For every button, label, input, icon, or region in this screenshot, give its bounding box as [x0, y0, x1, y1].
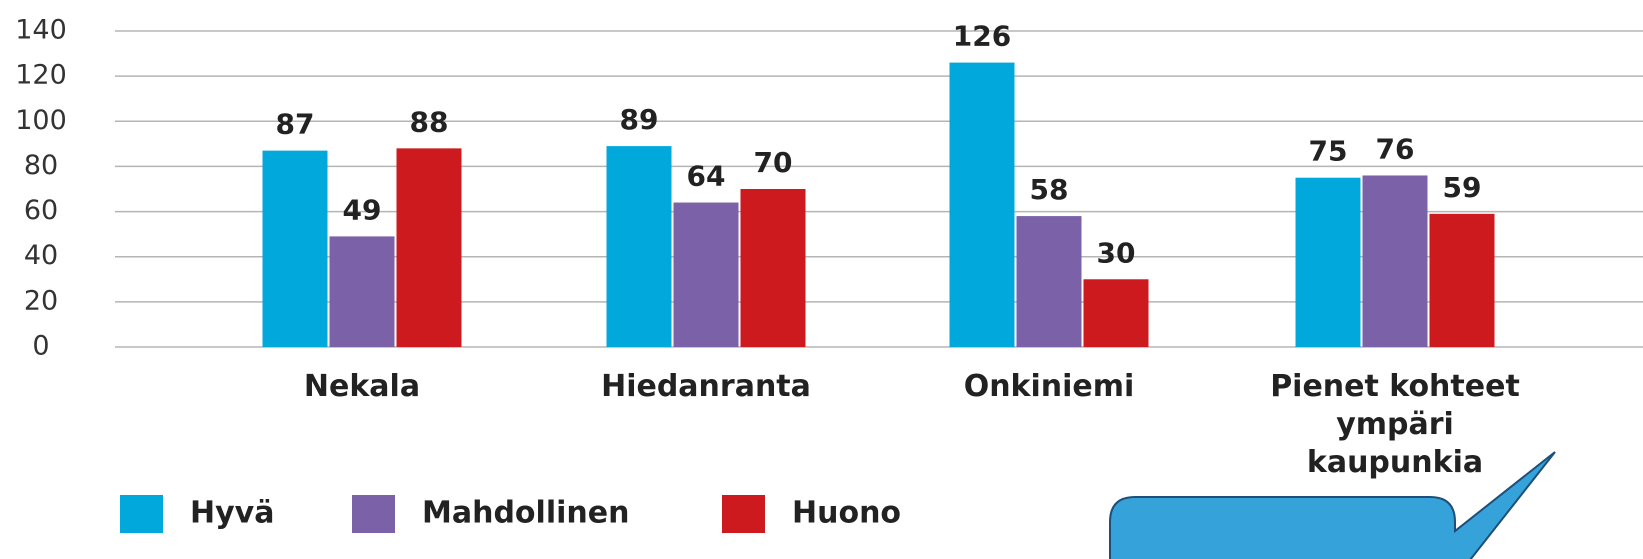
- value-label: 88: [410, 105, 449, 138]
- bar: [1016, 216, 1082, 347]
- y-tick-label: 140: [15, 15, 67, 46]
- y-tick-label: 20: [24, 285, 58, 316]
- y-tick-label: 80: [24, 150, 58, 181]
- y-tick-label: 100: [15, 105, 67, 136]
- legend-label: Huono: [792, 496, 901, 531]
- value-label: 87: [276, 108, 315, 141]
- bar: [1429, 213, 1495, 347]
- y-tick-label: 40: [24, 240, 58, 271]
- value-label: 89: [620, 103, 659, 136]
- value-label: 58: [1030, 173, 1069, 206]
- legend-label: Hyvä: [190, 496, 274, 531]
- x-tick-label: Nekala: [303, 369, 421, 404]
- callout: [1109, 451, 1556, 559]
- bar: [1295, 177, 1361, 347]
- legend-swatch: [120, 495, 163, 533]
- bar: [1362, 175, 1428, 347]
- value-label: 126: [953, 20, 1011, 53]
- y-tick-label: 60: [24, 195, 58, 226]
- bar: [740, 189, 806, 347]
- bar: [606, 146, 672, 347]
- value-label: 75: [1309, 135, 1348, 168]
- legend-swatch: [352, 495, 395, 533]
- legend-swatch: [722, 495, 765, 533]
- value-label: 59: [1443, 171, 1482, 204]
- value-label: 76: [1376, 132, 1415, 165]
- value-label: 64: [687, 160, 726, 193]
- bar: [396, 148, 462, 347]
- value-label: 30: [1097, 236, 1136, 269]
- bar: [673, 202, 739, 347]
- legend-label: Mahdollinen: [422, 496, 629, 531]
- bar: [329, 236, 395, 347]
- value-label: 70: [754, 146, 793, 179]
- y-tick-label: 120: [15, 60, 67, 91]
- bar: [262, 150, 328, 347]
- x-tick-label: Hiedanranta: [601, 369, 811, 404]
- bar: [1083, 279, 1149, 347]
- bar: [949, 62, 1015, 347]
- value-label: 49: [343, 193, 382, 226]
- x-tick-label: Onkiniemi: [963, 369, 1135, 404]
- y-tick-label: 0: [32, 331, 49, 362]
- x-tick-label: Pienet kohteet ympäri kaupunkia: [1270, 369, 1520, 480]
